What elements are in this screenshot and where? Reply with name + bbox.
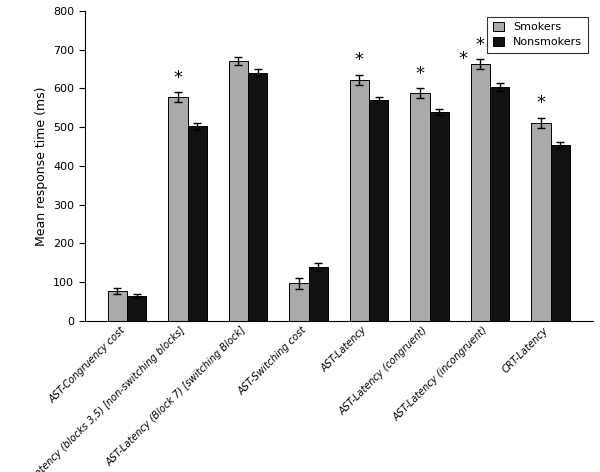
Bar — [430, 112, 449, 321]
Bar — [471, 64, 490, 321]
Bar — [551, 144, 570, 321]
Legend: Smokers, Nonsmokers: Smokers, Nonsmokers — [487, 17, 587, 53]
Bar — [308, 267, 328, 321]
Bar — [108, 291, 127, 321]
Bar — [490, 87, 509, 321]
Bar — [531, 123, 551, 321]
Bar — [350, 80, 369, 321]
Text: *: * — [459, 50, 468, 68]
Bar — [248, 73, 268, 321]
Bar — [410, 93, 430, 321]
Bar — [168, 97, 188, 321]
Text: *: * — [415, 65, 424, 83]
Bar — [188, 126, 207, 321]
Text: *: * — [536, 94, 545, 112]
Text: *: * — [476, 35, 485, 53]
Bar — [229, 61, 248, 321]
Bar — [369, 100, 388, 321]
Text: *: * — [173, 68, 182, 86]
Y-axis label: Mean response time (ms): Mean response time (ms) — [35, 86, 47, 246]
Text: *: * — [355, 51, 364, 69]
Bar — [289, 283, 308, 321]
Bar — [127, 296, 146, 321]
